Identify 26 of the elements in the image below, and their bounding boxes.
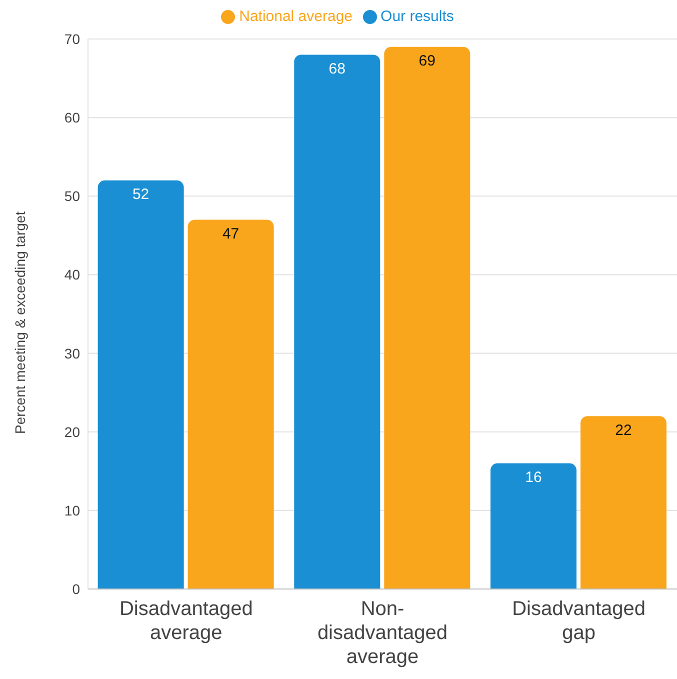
y-tick-label: 20 (64, 424, 80, 440)
data-label: 22 (615, 422, 632, 439)
bar (490, 463, 576, 589)
x-tick-label: Non-disadvantaged average (317, 598, 448, 668)
data-label: 52 (132, 186, 150, 204)
legend-label: Our results (380, 8, 454, 25)
x-tick-label: Disadvantaged gap (512, 598, 646, 644)
data-label: 16 (525, 468, 542, 486)
bar (294, 54, 380, 589)
bar (188, 220, 274, 589)
bar (98, 180, 184, 589)
y-tick-label: 10 (64, 502, 80, 518)
y-axis-title: Percent meeting & exceeding target (12, 211, 28, 434)
y-tick-label: 50 (64, 188, 80, 204)
y-tick-label: 40 (64, 266, 80, 283)
y-tick-label: 30 (64, 345, 80, 362)
y-tick-label: 60 (64, 110, 80, 126)
x-tick-label: Disadvantaged average (119, 598, 253, 644)
data-label: 69 (418, 52, 436, 70)
data-label: 68 (328, 60, 346, 78)
bar (580, 416, 666, 589)
legend-label: National average (239, 8, 353, 25)
bar (384, 46, 470, 589)
data-label: 47 (222, 225, 240, 242)
y-tick-label: 0 (72, 580, 80, 597)
y-tick-label: 70 (64, 30, 80, 47)
